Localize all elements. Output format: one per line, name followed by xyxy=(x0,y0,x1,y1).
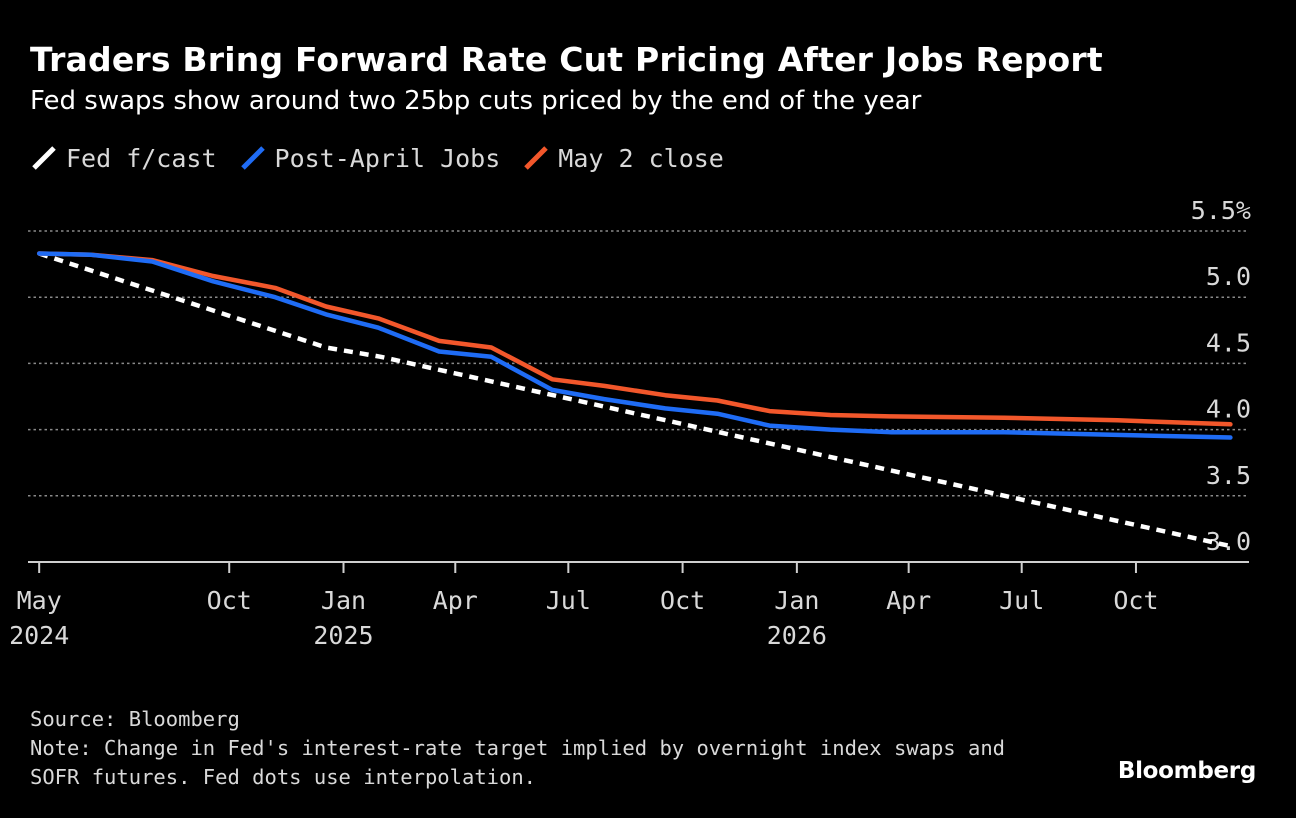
source-note: Source: Bloomberg xyxy=(30,707,240,731)
x-tick-label-3: Apr xyxy=(433,586,478,615)
x-tick-year-label-0: 2024 xyxy=(9,621,69,650)
legend-item-fed-forecast: Fed f/cast xyxy=(30,144,217,173)
bloomberg-logo: Bloomberg xyxy=(1117,758,1256,784)
note-line-2: SOFR futures. Fed dots use interpolation… xyxy=(30,765,537,789)
x-tick-label-1: Oct xyxy=(207,586,252,615)
chart-subtitle: Fed swaps show around two 25bp cuts pric… xyxy=(30,86,922,116)
series-line-fed-f-cast xyxy=(38,251,1231,549)
legend-swatch-line-2 xyxy=(524,146,549,170)
x-tick-year-label-6: 2026 xyxy=(767,621,827,650)
x-tick-label-9: Oct xyxy=(1113,586,1158,615)
note-line-1: Note: Change in Fed's interest-rate targ… xyxy=(30,736,1006,760)
y-tick-label-5: 5.5% xyxy=(1191,196,1251,225)
y-tick-label-1: 3.5 xyxy=(1206,461,1251,490)
x-tick-year-label-2: 2025 xyxy=(313,621,373,650)
chart-footer: Source: Bloomberg Note: Change in Fed's … xyxy=(30,705,1005,792)
x-tick-label-2: Jan xyxy=(321,586,366,615)
legend-swatch-line-0 xyxy=(32,146,56,170)
x-tick-label-5: Oct xyxy=(660,586,705,615)
x-tick-label-6: Jan xyxy=(774,586,819,615)
series-line-may-2-close xyxy=(36,251,1233,427)
x-tick-label-7: Apr xyxy=(886,586,931,615)
legend: Fed f/cast Post-April Jobs May 2 close xyxy=(30,140,746,176)
series-line-post-april-jobs xyxy=(36,251,1233,440)
x-tick-label-8: Jul xyxy=(999,586,1044,615)
legend-label-may-2-close: May 2 close xyxy=(558,143,724,173)
legend-swatch-may-2-close xyxy=(524,146,549,170)
y-tick-label-3: 4.5 xyxy=(1206,328,1251,357)
x-tick-label-0: May xyxy=(17,586,62,615)
x-tick-label-4: Jul xyxy=(546,586,591,615)
y-tick-label-2: 4.0 xyxy=(1206,395,1251,424)
legend-item-may-2-close: May 2 close xyxy=(522,144,724,173)
y-tick-label-4: 5.0 xyxy=(1206,262,1251,291)
legend-label-post-april-jobs: Post-April Jobs xyxy=(274,143,501,173)
y-tick-label-0: 3.0 xyxy=(1206,527,1251,556)
legend-swatch-fed-forecast xyxy=(32,146,56,170)
legend-label-fed-forecast: Fed f/cast xyxy=(66,143,217,173)
legend-swatch-line-1 xyxy=(240,146,265,170)
legend-swatch-post-april-jobs xyxy=(240,146,265,170)
legend-item-post-april-jobs: Post-April Jobs xyxy=(239,143,501,173)
chart-title: Traders Bring Forward Rate Cut Pricing A… xyxy=(30,40,1103,79)
